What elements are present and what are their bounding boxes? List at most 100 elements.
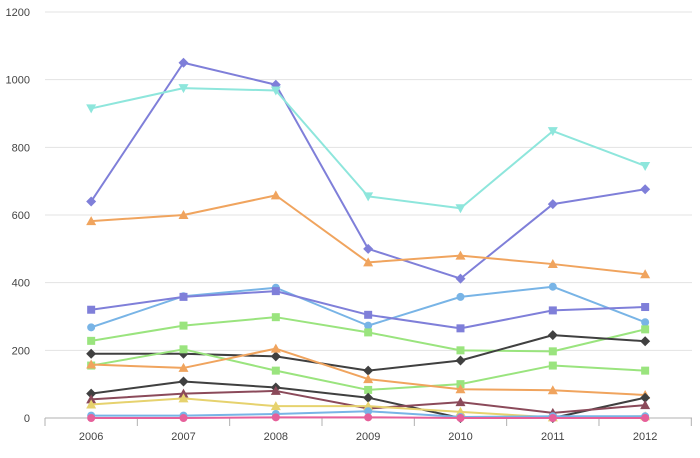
data-point-s3-p0 — [87, 323, 96, 332]
data-point-s3-p4 — [456, 292, 465, 301]
series-1 — [86, 84, 651, 214]
data-point-s0-p5 — [547, 199, 558, 210]
data-point-s5-p4 — [456, 346, 465, 355]
data-point-s3-p3 — [364, 321, 373, 330]
data-point-s11-p4 — [455, 406, 466, 416]
data-point-s13-p1 — [179, 414, 188, 422]
data-point-s10-p2 — [270, 385, 281, 395]
data-point-s0-p6 — [640, 184, 651, 195]
data-point-s7-p2 — [271, 366, 280, 375]
data-point-s2-p3 — [363, 257, 374, 267]
data-point-s3-p5 — [548, 282, 557, 291]
data-point-s7-p1 — [179, 345, 188, 354]
data-point-s8-p3 — [363, 374, 374, 384]
series-8 — [86, 343, 651, 399]
data-point-s5-p6 — [641, 325, 650, 334]
data-point-s2-p5 — [547, 259, 558, 269]
data-point-s4-p5 — [548, 306, 557, 315]
grid-layer — [45, 11, 692, 351]
data-point-s6-p3 — [363, 365, 374, 376]
data-point-s4-p4 — [456, 324, 465, 333]
data-point-s7-p5 — [548, 361, 557, 370]
y-tick-label-1200: 1200 — [6, 7, 30, 19]
data-point-s11-p2 — [270, 401, 281, 411]
data-point-s0-p0 — [86, 196, 97, 207]
data-point-s4-p2 — [271, 287, 280, 296]
x-tick-label-2007: 2007 — [171, 431, 195, 443]
data-point-s6-p4 — [455, 355, 466, 366]
data-point-s9-p6 — [640, 392, 651, 403]
data-point-s13-p4 — [456, 414, 465, 422]
data-point-s10-p0 — [86, 394, 97, 404]
data-point-s13-p3 — [364, 413, 373, 422]
data-point-s2-p1 — [178, 210, 189, 219]
data-point-s6-p5 — [547, 330, 558, 341]
series-5 — [87, 313, 650, 356]
y-tick-label-200: 200 — [12, 345, 30, 357]
data-point-s8-p0 — [86, 359, 97, 369]
x-tick-label-2011: 2011 — [541, 431, 565, 443]
x-tick-label-2006: 2006 — [79, 431, 103, 443]
data-point-s8-p2 — [270, 343, 281, 353]
data-point-s13-p2 — [271, 413, 280, 422]
data-point-s6-p2 — [270, 351, 281, 362]
data-point-s4-p0 — [87, 305, 96, 314]
data-point-s5-p3 — [364, 328, 373, 337]
y-tick-label-800: 800 — [12, 142, 30, 154]
data-point-s0-p3 — [363, 243, 374, 254]
x-tick-label-2008: 2008 — [264, 431, 288, 443]
data-point-s1-p6 — [640, 161, 651, 171]
series-2 — [86, 190, 651, 279]
series-13 — [87, 413, 650, 422]
tick-label-layer: 0 200 400 600 800 1000 1200 2006 2007 2008 2009 201… — [6, 7, 658, 443]
data-point-s0-p1 — [178, 57, 189, 68]
data-point-s7-p6 — [641, 366, 650, 375]
data-point-s10-p1 — [178, 388, 189, 398]
data-point-s9-p1 — [178, 376, 189, 387]
data-point-s1-p0 — [86, 104, 97, 114]
series-layer — [86, 57, 651, 423]
series-6 — [86, 330, 651, 376]
data-point-s2-p0 — [86, 216, 97, 226]
data-point-s5-p5 — [548, 347, 557, 356]
data-point-s3-p6 — [641, 318, 650, 327]
data-point-s4-p6 — [641, 303, 650, 312]
data-point-s1-p4 — [455, 204, 466, 214]
series-4 — [87, 287, 650, 333]
data-point-s6-p6 — [640, 336, 651, 347]
y-tick-label-1000: 1000 — [6, 75, 30, 87]
data-point-s5-p1 — [179, 321, 188, 330]
data-point-s5-p2 — [271, 313, 280, 322]
data-point-s9-p0 — [86, 388, 97, 399]
series-3 — [87, 282, 650, 332]
data-point-s10-p4 — [455, 397, 466, 407]
data-point-s9-p3 — [363, 392, 374, 403]
data-point-s0-p4 — [455, 273, 466, 284]
data-point-s13-p0 — [87, 414, 96, 422]
series-line-3 — [90, 285, 647, 329]
data-point-s11-p0 — [86, 399, 97, 409]
x-tick-label-2009: 2009 — [356, 431, 380, 443]
data-point-s13-p6 — [641, 414, 650, 422]
data-point-s5-p0 — [87, 336, 96, 345]
data-point-s4-p3 — [364, 310, 373, 319]
y-tick-label-600: 600 — [12, 210, 30, 222]
x-tick-label-2012: 2012 — [633, 431, 657, 443]
data-point-s8-p1 — [178, 362, 189, 372]
series-0 — [86, 57, 651, 284]
x-tick-label-2010: 2010 — [448, 431, 472, 443]
y-tick-label-0: 0 — [24, 413, 30, 425]
data-point-s8-p4 — [455, 384, 466, 394]
series-line-1 — [90, 87, 647, 210]
data-point-s1-p1 — [178, 84, 189, 94]
data-point-s2-p4 — [455, 250, 466, 260]
data-point-s1-p3 — [363, 192, 374, 202]
data-point-s7-p3 — [364, 385, 373, 394]
data-point-s2-p2 — [270, 190, 281, 200]
y-tick-label-400: 400 — [12, 278, 30, 290]
data-point-s11-p3 — [363, 401, 374, 411]
data-point-s7-p4 — [456, 380, 465, 389]
data-point-s6-p0 — [86, 348, 97, 359]
